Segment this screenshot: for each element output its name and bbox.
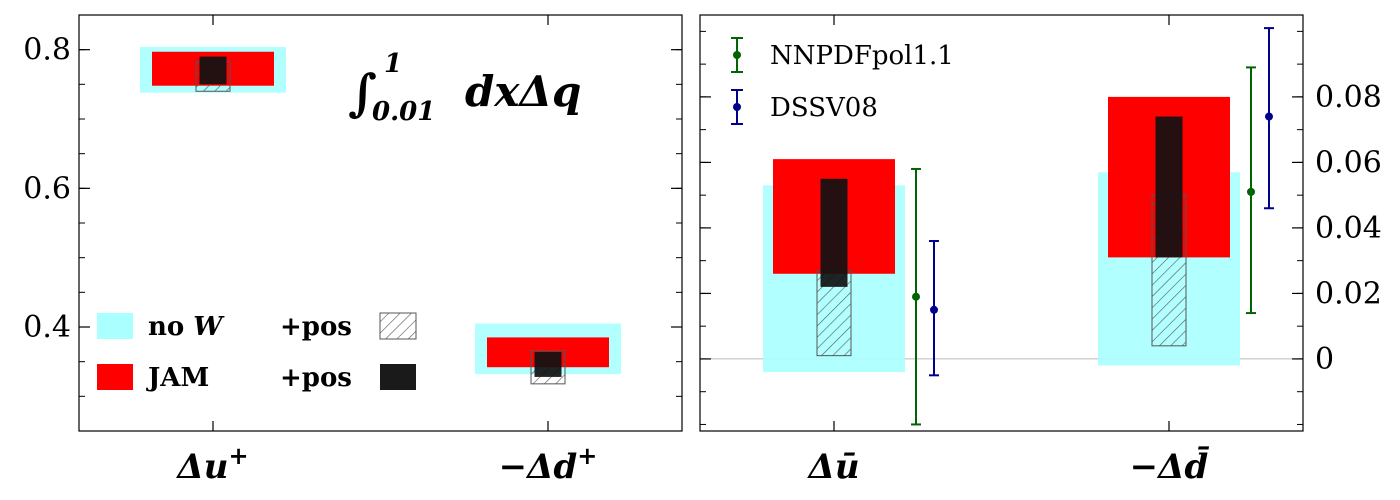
legend-label-nnpdf: NNPDFpol1.1 [770,41,954,71]
left-category-labels: Δu+ −Δd+ [175,441,597,487]
category-label-1: −Δd̄ [1130,446,1210,487]
integral-sign: ∫ [348,63,377,122]
right-panel: 0 0.02 0.04 0.06 0.08 Δū −Δd̄ NNPDFpol1.1 DSS… [699,14,1382,487]
category-label-1: −Δd+ [499,441,598,487]
y-tick-label: 0.8 [23,33,71,68]
right-error-bars [911,27,1274,426]
y-tick-label: 0.04 [1315,211,1382,246]
y-tick-label: 0.06 [1315,145,1382,180]
integral-lower-limit: 0.01 [372,97,435,127]
errorbar-DSSV08-1 [1264,27,1274,210]
bar-jampos-0 [820,178,848,287]
legend-swatch-jam [97,364,133,390]
left-panel: 0.4 0.6 0.8 Δu+ −Δd+ ∫ 1 0.01 dxΔq no W JAM… [23,14,683,487]
legend-label-jam-pos: +pos [280,363,352,393]
legend-label-jam: JAM [146,363,209,393]
integral-annotation: ∫ 1 0.01 dxΔq [348,49,581,127]
bar-jampos-1 [534,351,562,377]
errorbar-point [1265,112,1273,121]
left-y-ticks: 0.4 0.6 0.8 [23,15,682,432]
errorbar-DSSV08-0 [929,240,939,377]
legend-marker-nnpdf [731,37,743,73]
bar-jampos-1 [1155,116,1183,258]
category-label-0: Δū [806,447,859,487]
right-category-labels: Δū −Δd̄ [806,446,1209,487]
left-legend: no W JAM +pos +pos [97,312,417,393]
y-tick-label: 0.4 [23,310,71,345]
right-plot-frame [699,14,1304,432]
category-label-0: Δu+ [175,441,248,487]
y-tick-label: 0.6 [23,171,71,206]
legend-marker-dssv [731,89,743,125]
errorbar-point [1247,187,1255,196]
errorbar-point [930,305,938,314]
right-bars [763,96,1240,373]
errorbar-point [912,292,920,301]
y-tick-label: 0 [1315,342,1334,377]
errorbar-NNPDFpol1.1-1 [1246,66,1256,315]
integral-upper-limit: 1 [384,49,402,79]
errorbar-NNPDFpol1.1-0 [911,167,921,426]
legend-swatch-jam-pos [380,364,416,390]
legend-label-no-w: no W [148,312,225,342]
right-legend: NNPDFpol1.1 DSSV08 [731,37,954,125]
left-bars [140,46,621,385]
y-tick-label: 0.02 [1315,276,1382,311]
bar-jampos-0 [199,56,227,85]
right-y-ticks: 0 0.02 0.04 0.06 0.08 [700,15,1382,431]
legend-label-no-w-pos: +pos [280,312,352,342]
integral-body: dxΔq [465,67,581,116]
y-tick-label: 0.08 [1315,80,1382,115]
legend-swatch-no-w [97,313,133,339]
legend-swatch-no-w-pos [379,312,417,340]
legend-label-dssv: DSSV08 [770,93,878,123]
